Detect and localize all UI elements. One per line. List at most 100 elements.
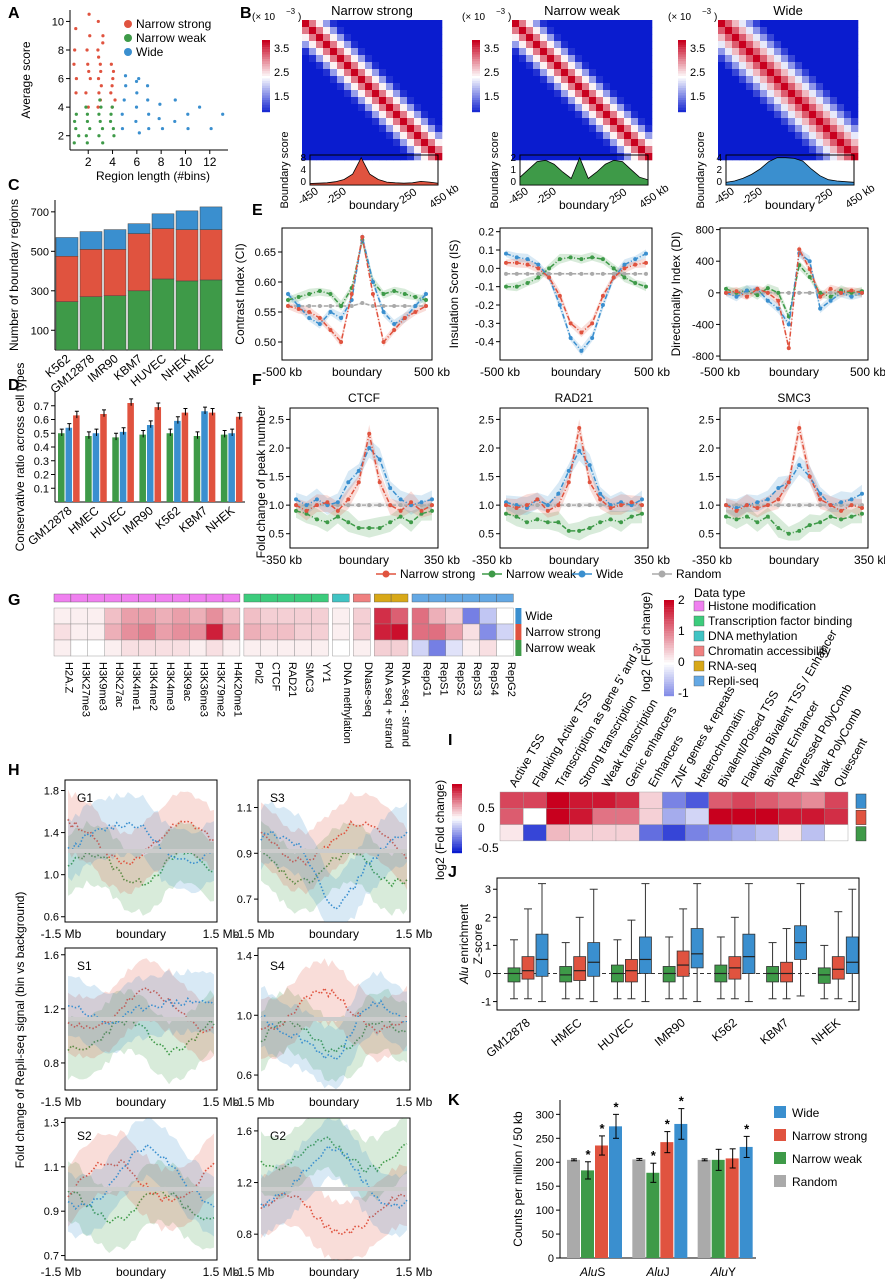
contact-cell bbox=[421, 27, 429, 35]
contact-cell bbox=[610, 139, 618, 147]
contact-cell bbox=[823, 111, 831, 119]
contact-cell bbox=[435, 76, 443, 84]
contact-cell bbox=[323, 153, 331, 161]
contact-cell bbox=[802, 97, 810, 105]
data-point bbox=[536, 266, 541, 271]
contact-cell bbox=[302, 62, 310, 70]
contact-cell bbox=[589, 125, 597, 133]
contact-cell bbox=[760, 125, 768, 133]
contact-cell bbox=[421, 139, 429, 147]
contact-cell bbox=[526, 69, 534, 77]
data-point bbox=[755, 520, 760, 525]
data-point bbox=[377, 480, 382, 485]
grouped-bar bbox=[58, 433, 65, 502]
contact-cell bbox=[830, 153, 838, 161]
contact-cell bbox=[414, 76, 422, 84]
contact-cell bbox=[795, 125, 803, 133]
data-point bbox=[608, 506, 613, 510]
contact-cell bbox=[302, 146, 310, 154]
column-label: H3K4me2 bbox=[147, 662, 159, 711]
contact-cell bbox=[816, 90, 824, 98]
contact-cell bbox=[344, 97, 352, 105]
contact-cell bbox=[323, 104, 331, 112]
contact-cell bbox=[617, 153, 625, 161]
contact-cell bbox=[435, 104, 443, 112]
contact-cell bbox=[795, 111, 803, 119]
data-point bbox=[797, 503, 802, 508]
contact-cell bbox=[823, 153, 831, 161]
scatter-point bbox=[113, 98, 117, 102]
data-point bbox=[524, 506, 529, 510]
contact-cell bbox=[554, 34, 562, 42]
contact-cell bbox=[414, 55, 422, 63]
significance-mark: * bbox=[599, 1121, 605, 1136]
contact-cell bbox=[302, 90, 310, 98]
row-color bbox=[515, 624, 522, 640]
data-point bbox=[317, 316, 322, 320]
contact-cell bbox=[631, 125, 639, 133]
data-point bbox=[525, 271, 530, 276]
contact-cell bbox=[568, 83, 576, 91]
x-tick-label: 500 kb bbox=[634, 365, 670, 379]
data-point bbox=[388, 520, 393, 525]
contact-cell bbox=[316, 62, 324, 70]
heatmap-cell bbox=[615, 824, 640, 842]
scatter-point bbox=[72, 62, 76, 66]
data-point bbox=[828, 290, 833, 295]
contact-cell bbox=[554, 76, 562, 84]
contact-cell bbox=[837, 48, 845, 56]
heatmap-cell bbox=[428, 607, 446, 625]
contact-cell bbox=[351, 153, 359, 161]
x-tick-label: -250 bbox=[324, 185, 349, 207]
contact-cell bbox=[533, 41, 541, 49]
contact-cell bbox=[603, 55, 611, 63]
heatmap-title: Wide bbox=[773, 3, 803, 18]
contact-cell bbox=[568, 118, 576, 126]
contact-cell bbox=[816, 97, 824, 105]
contact-cell bbox=[302, 104, 310, 112]
colorbar-cell bbox=[262, 59, 270, 62]
contact-cell bbox=[547, 69, 555, 77]
contact-cell bbox=[561, 90, 569, 98]
contact-cell bbox=[739, 20, 747, 28]
data-point bbox=[640, 503, 644, 508]
data-point bbox=[765, 503, 770, 508]
y-axis-label-2: Z-score bbox=[471, 923, 485, 964]
contact-cell bbox=[393, 20, 401, 28]
contact-cell bbox=[351, 83, 359, 91]
data-point bbox=[392, 322, 397, 326]
contact-cell bbox=[837, 20, 845, 28]
scatter-point bbox=[186, 126, 190, 131]
colorbar-cell bbox=[664, 643, 674, 646]
contact-cell bbox=[809, 55, 817, 63]
contact-cell bbox=[830, 69, 838, 77]
contact-cell bbox=[781, 69, 789, 77]
colorbar-cell bbox=[452, 800, 462, 803]
data-point bbox=[398, 508, 403, 513]
contact-cell bbox=[781, 62, 789, 70]
colorbar-cell bbox=[664, 612, 674, 615]
contact-cell bbox=[596, 20, 604, 28]
contact-cell bbox=[533, 125, 541, 133]
contact-cell bbox=[351, 90, 359, 98]
contact-cell bbox=[851, 48, 859, 56]
data-point bbox=[356, 526, 361, 530]
contact-cell bbox=[638, 76, 646, 84]
data-point bbox=[556, 503, 561, 508]
legend-marker bbox=[658, 570, 666, 578]
contact-cell bbox=[386, 153, 394, 161]
subplot-title: CTCF bbox=[348, 391, 380, 405]
data-point bbox=[346, 480, 351, 485]
contact-cell bbox=[718, 97, 726, 105]
colorbar-tick: 1.5 bbox=[484, 91, 499, 103]
contact-cell bbox=[400, 62, 408, 70]
contact-cell bbox=[774, 48, 782, 56]
y-axis-label: Directionality Index (DI) bbox=[669, 232, 683, 357]
contact-cell bbox=[631, 146, 639, 154]
contact-cell bbox=[802, 104, 810, 112]
contact-cell bbox=[519, 97, 527, 105]
significance-mark: * bbox=[679, 1094, 685, 1109]
contact-cell bbox=[323, 97, 331, 105]
series-line bbox=[260, 1192, 408, 1236]
